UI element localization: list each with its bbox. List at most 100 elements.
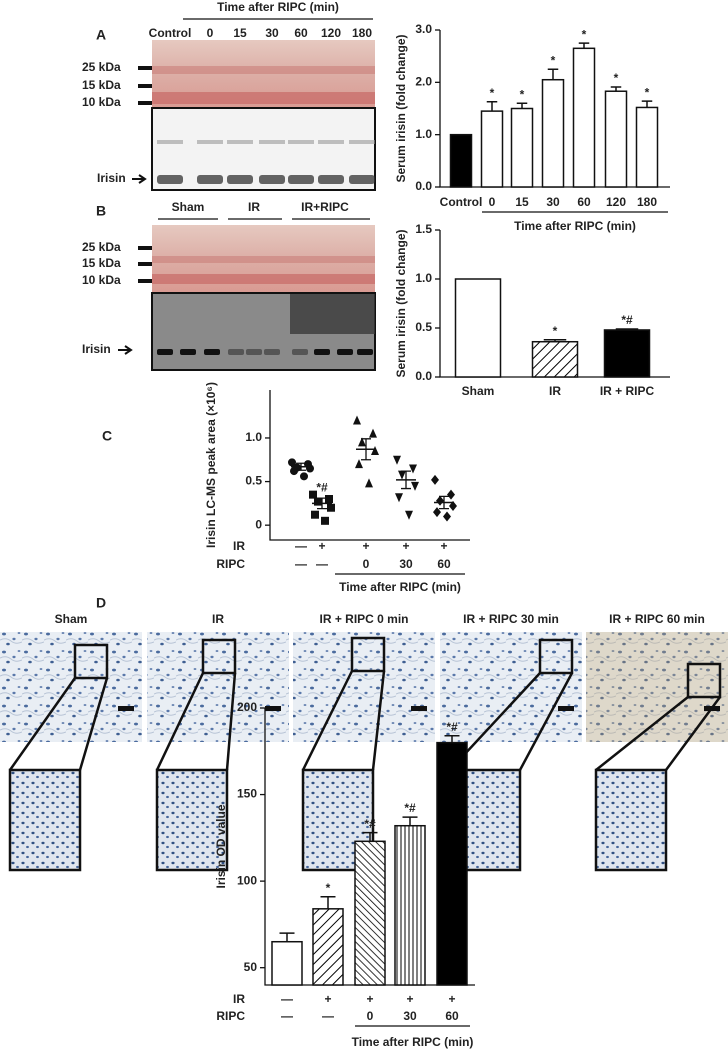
annotation: * — [326, 881, 331, 895]
y-tick-label: 0.0 — [415, 179, 432, 193]
blot-band — [204, 349, 220, 355]
marker-tick — [138, 84, 152, 88]
y-tick-label: 1.0 — [415, 127, 432, 141]
blot-band — [197, 175, 223, 184]
lane-label: 60 — [294, 26, 308, 40]
blot-band — [157, 349, 173, 355]
stain-tint — [586, 632, 728, 742]
y-axis-label: Irisin OD value — [214, 804, 228, 888]
point — [395, 493, 403, 503]
row-value: — — [322, 1009, 334, 1023]
marker-label: 10 kDa — [82, 95, 121, 109]
point — [358, 437, 366, 447]
row-value: 0 — [367, 1009, 374, 1023]
zoom-box — [350, 636, 386, 673]
error-bar — [547, 68, 559, 80]
micrograph — [147, 632, 289, 742]
blot-band — [349, 140, 375, 144]
zoom-box — [201, 638, 237, 675]
inset — [8, 768, 82, 872]
y-tick-label: 50 — [244, 960, 258, 974]
bar — [572, 47, 596, 188]
point — [411, 481, 419, 491]
bar — [531, 340, 579, 378]
y-tick-label: 1.0 — [245, 430, 262, 444]
row-value: 60 — [437, 557, 451, 571]
row-value: — — [316, 557, 328, 571]
point — [321, 516, 329, 525]
y-axis-label: Serum irisin (fold change) — [394, 229, 408, 377]
bar — [510, 107, 534, 188]
bar — [480, 110, 504, 188]
marker-tick — [138, 101, 152, 105]
point — [371, 446, 379, 456]
x-tick-label: 180 — [637, 195, 657, 209]
band-label: Irisin — [97, 171, 126, 185]
point — [393, 455, 401, 465]
point — [436, 495, 444, 506]
point — [314, 497, 322, 506]
row-value: + — [366, 992, 373, 1006]
row-value: + — [362, 539, 369, 553]
y-tick-label: 1.5 — [415, 222, 432, 236]
error-bar — [362, 831, 378, 842]
x-axis-label: Time after RIPC (min) — [339, 580, 461, 594]
band-label: Irisin — [82, 342, 111, 356]
annotation: * — [553, 324, 558, 338]
y-axis-label: Irisin LC-MS peak area (×10⁶) — [204, 382, 218, 548]
error-bar — [320, 895, 336, 909]
x-tick-label: 120 — [606, 195, 626, 209]
blot-band — [288, 140, 314, 144]
y-tick-label: 0.0 — [415, 369, 432, 383]
marker-tick — [138, 279, 152, 283]
axis — [269, 390, 470, 541]
blot-band — [228, 349, 244, 355]
row-value: — — [295, 539, 307, 553]
row-value: 60 — [445, 1009, 459, 1023]
marker-label: 25 kDa — [82, 60, 121, 74]
marker-tick — [138, 66, 152, 70]
marker-label: 10 kDa — [82, 273, 121, 287]
bar — [354, 840, 386, 986]
group-label: IR — [248, 200, 260, 214]
annotation: * — [614, 71, 619, 85]
marker-label: 25 kDa — [82, 240, 121, 254]
point — [353, 415, 361, 425]
blot-band — [157, 175, 183, 184]
row-value: + — [440, 539, 447, 553]
point — [327, 503, 335, 512]
row-label: IR — [233, 992, 245, 1006]
point — [369, 428, 377, 438]
point — [325, 495, 333, 504]
annotation: *# — [621, 313, 633, 327]
micrograph — [586, 632, 728, 742]
blot-band — [246, 349, 262, 355]
point — [431, 474, 439, 485]
panel-label: C — [102, 428, 112, 444]
blot-band — [264, 349, 280, 355]
zoom-connector — [8, 677, 109, 771]
annotation: * — [551, 53, 556, 67]
inset — [155, 768, 229, 872]
error-bar — [516, 102, 528, 109]
y-tick-label: 2.0 — [415, 75, 432, 89]
point — [306, 464, 314, 473]
x-tick-label: IR + RIPC — [600, 384, 655, 398]
micrograph-title: Sham — [55, 612, 88, 626]
x-tick-label: IR — [549, 384, 561, 398]
row-label: RIPC — [216, 1009, 245, 1023]
point — [288, 458, 296, 467]
point — [365, 478, 373, 488]
blot-band — [337, 349, 353, 355]
y-tick-label: 3.0 — [415, 22, 432, 36]
lane-label: 15 — [233, 26, 247, 40]
point — [290, 467, 298, 476]
x-tick-label: 0 — [489, 195, 496, 209]
x-axis-label: Time after RIPC (min) — [514, 219, 636, 233]
annotation: * — [490, 86, 495, 100]
error-bar — [402, 816, 418, 826]
blot-band — [152, 256, 375, 263]
error-bar — [543, 339, 567, 342]
group-label: IR+RIPC — [301, 200, 349, 214]
